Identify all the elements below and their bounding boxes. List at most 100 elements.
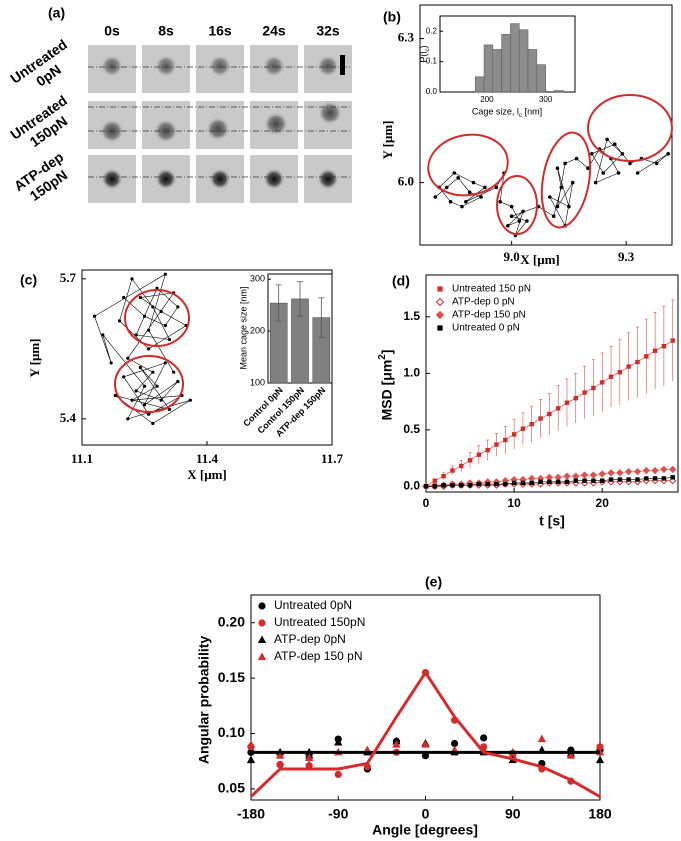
- trajectory-point: [635, 171, 640, 175]
- legend-marker: [437, 286, 443, 292]
- data-point: [624, 467, 633, 476]
- x-tick-label: -180: [237, 806, 265, 822]
- x-tick-label: 20: [596, 496, 610, 510]
- data-point: [652, 476, 658, 481]
- data-point: [494, 481, 499, 487]
- legend-label: ATP-dep 150 pN: [274, 649, 363, 663]
- column-label: 32s: [316, 23, 340, 39]
- trajectory-point: [521, 209, 525, 214]
- data-point: [494, 442, 499, 447]
- particle: [318, 101, 342, 125]
- y-tick-label: 1.5: [403, 309, 420, 323]
- trajectory-point: [113, 393, 117, 398]
- trajectory-point: [142, 384, 147, 388]
- particle: [155, 55, 177, 77]
- data-point: [503, 437, 508, 443]
- trajectory-point: [130, 398, 134, 402]
- data-point: [476, 481, 482, 487]
- data-point: [617, 369, 623, 375]
- data-point: [633, 467, 642, 476]
- x-tick-label: 200: [480, 95, 494, 104]
- data-point: [467, 483, 473, 488]
- y-axis-label: Mean cage size [nm]: [238, 286, 248, 369]
- trajectory-point: [444, 185, 449, 190]
- histogram-bar: [492, 49, 502, 93]
- cage-outline: [587, 94, 673, 162]
- trajectory-point: [590, 152, 594, 156]
- data-point: [626, 477, 631, 482]
- data-point: [617, 477, 623, 482]
- trajectory-point: [467, 190, 472, 194]
- y-tick-label: 0.2: [426, 26, 438, 35]
- x-tick-label: 180: [588, 806, 612, 822]
- data-point: [441, 473, 446, 479]
- particle: [317, 168, 339, 190]
- trajectory-point: [593, 180, 598, 185]
- trajectory-point: [509, 204, 514, 209]
- data-point: [334, 770, 342, 779]
- trajectory-point: [605, 137, 609, 142]
- legend-label: Untreated 150 pN: [452, 284, 531, 295]
- x-tick-label: 0: [422, 806, 430, 822]
- legend-label: Untreated 0pN: [274, 598, 352, 612]
- trajectory-point: [628, 161, 632, 166]
- data-point: [450, 739, 459, 748]
- particle: [263, 55, 285, 77]
- trajectory-point: [555, 204, 560, 209]
- histogram-bar: [527, 49, 538, 93]
- data-point: [626, 364, 631, 369]
- trajectory-point: [548, 195, 552, 199]
- x-tick-label: 11.1: [71, 451, 93, 466]
- data-point: [572, 472, 580, 480]
- y-axis-label: Y [μm]: [27, 338, 42, 377]
- data-point: [644, 476, 649, 481]
- data-point: [441, 483, 446, 488]
- trajectory-point: [479, 195, 483, 199]
- trajectory-point: [456, 176, 460, 180]
- data-point: [511, 480, 517, 486]
- particle: [101, 168, 123, 190]
- y-tick-label: 0.0: [426, 87, 438, 96]
- trajectory-point: [616, 171, 621, 175]
- trajectory-point: [109, 361, 113, 365]
- trajectory-point: [151, 421, 155, 426]
- panel-label: (d): [392, 273, 410, 289]
- trajectory-point: [460, 204, 464, 209]
- data-point: [459, 463, 464, 469]
- data-point: [554, 473, 562, 481]
- trajectory-point: [559, 185, 564, 190]
- trajectory-point: [126, 417, 130, 421]
- data-point: [480, 734, 488, 742]
- legend-marker: [257, 635, 267, 644]
- trajectory-point: [586, 166, 590, 170]
- trajectory-point: [101, 333, 105, 337]
- x-tick-label: 11.7: [321, 451, 344, 466]
- data-point: [305, 753, 314, 761]
- particle: [206, 117, 230, 141]
- data-point: [537, 734, 546, 743]
- trajectory-point: [167, 337, 172, 342]
- data-point: [635, 359, 640, 365]
- data-point: [421, 740, 430, 748]
- data-point: [651, 466, 659, 475]
- y-tick-label: 0.05: [218, 780, 245, 796]
- data-point: [642, 466, 650, 475]
- data-point: [511, 432, 517, 437]
- data-point: [275, 751, 285, 759]
- trajectory-point: [163, 361, 167, 365]
- column-label: 24s: [262, 23, 286, 39]
- y-tick-label: 0.5: [403, 422, 420, 436]
- data-point: [432, 484, 438, 489]
- trajectory-point: [155, 286, 159, 290]
- error-bar: [318, 297, 325, 338]
- trajectory-point: [126, 356, 130, 360]
- trajectory-point: [509, 214, 514, 218]
- trajectory-point: [122, 295, 126, 300]
- trajectory-point: [448, 200, 453, 204]
- trajectory-point: [570, 180, 575, 185]
- data-point: [580, 471, 589, 479]
- data-point: [652, 348, 658, 353]
- data-point: [246, 740, 256, 748]
- panel-label: (a): [48, 5, 65, 21]
